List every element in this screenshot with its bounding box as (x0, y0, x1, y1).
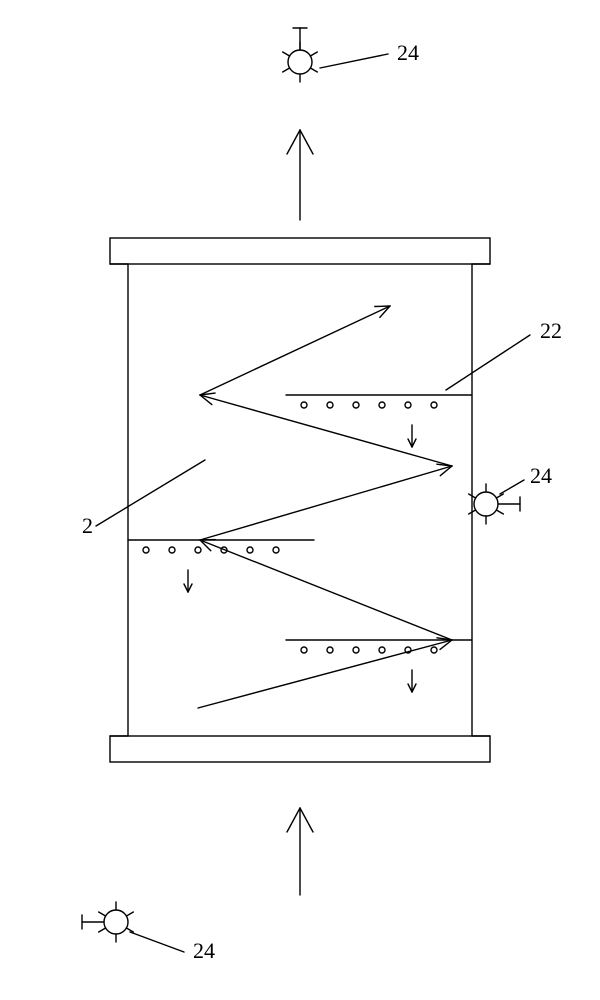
flow-arrows (198, 306, 452, 708)
label-bottom_valve: 24 (193, 938, 215, 963)
label-body: 2 (82, 513, 93, 538)
io-arrows (287, 130, 313, 895)
vessel (110, 238, 490, 762)
label-right_valve: 24 (530, 463, 552, 488)
technical-diagram: 242222424 (0, 0, 600, 1000)
baffles (128, 395, 472, 692)
label-baffle: 22 (540, 318, 562, 343)
valves (82, 28, 520, 942)
labels: 242222424 (82, 40, 562, 963)
label-top_valve: 24 (397, 40, 419, 65)
leader-lines (96, 54, 530, 952)
